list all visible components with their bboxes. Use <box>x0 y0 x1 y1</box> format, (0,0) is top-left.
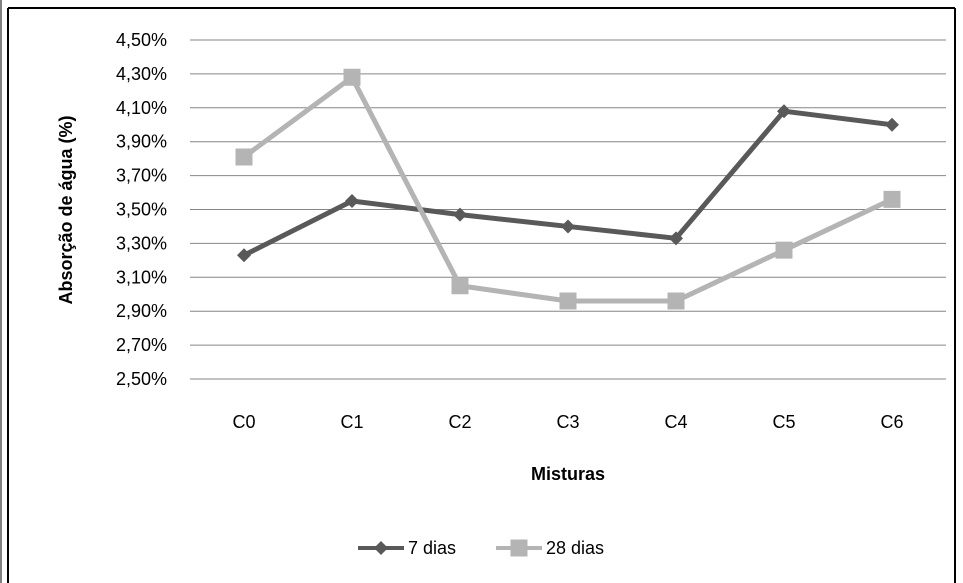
x-tick-label: C3 <box>556 412 579 432</box>
x-tick-labels: C0 C1 C2 C3 C4 C5 C6 <box>232 412 903 432</box>
y-tick-label: 4,30% <box>116 64 167 84</box>
y-tick-label: 3,10% <box>116 267 167 287</box>
series-line <box>242 108 893 258</box>
y-tick-label: 4,10% <box>116 98 167 118</box>
data-point <box>883 190 901 208</box>
series-markers <box>235 68 901 310</box>
data-point <box>235 148 253 166</box>
data-point <box>451 277 469 295</box>
y-axis-title: Absorção de água (%) <box>56 115 76 304</box>
x-tick-label: C6 <box>880 412 903 432</box>
legend-label-7-dias: 7 dias <box>408 538 456 558</box>
y-tick-label: 3,90% <box>116 132 167 152</box>
x-tick-label: C1 <box>340 412 363 432</box>
legend-label-28-dias: 28 dias <box>546 538 604 558</box>
gridlines <box>190 39 946 380</box>
data-point <box>343 68 361 86</box>
y-tick-label: 3,30% <box>116 233 167 253</box>
data-point <box>667 292 685 310</box>
data-point <box>669 231 683 246</box>
series-lines <box>242 74 894 304</box>
legend-marker-7-dias <box>374 541 388 555</box>
legend: 7 dias 28 dias <box>358 538 604 558</box>
x-tick-label: C4 <box>664 412 687 432</box>
y-tick-label: 3,50% <box>116 200 167 220</box>
data-point <box>345 194 359 209</box>
y-tick-label: 2,50% <box>116 369 167 389</box>
y-tick-labels: 2,50% 2,70% 2,90% 3,10% 3,30% 3,50% 3,70% 3,90%… <box>116 30 167 389</box>
data-point <box>885 117 899 132</box>
legend-marker-28-dias <box>510 539 528 557</box>
data-point <box>237 248 251 263</box>
y-tick-label: 3,70% <box>116 166 167 186</box>
x-tick-label: C0 <box>232 412 255 432</box>
x-axis-title: Misturas <box>531 464 605 484</box>
data-point <box>561 219 575 234</box>
x-tick-label: C2 <box>448 412 471 432</box>
data-point <box>453 207 467 222</box>
data-point <box>777 104 791 119</box>
x-tick-label: C5 <box>772 412 795 432</box>
y-tick-label: 2,90% <box>116 301 167 321</box>
y-tick-label: 4,50% <box>116 30 167 50</box>
data-point <box>559 292 577 310</box>
y-tick-label: 2,70% <box>116 335 167 355</box>
data-point <box>775 241 793 259</box>
